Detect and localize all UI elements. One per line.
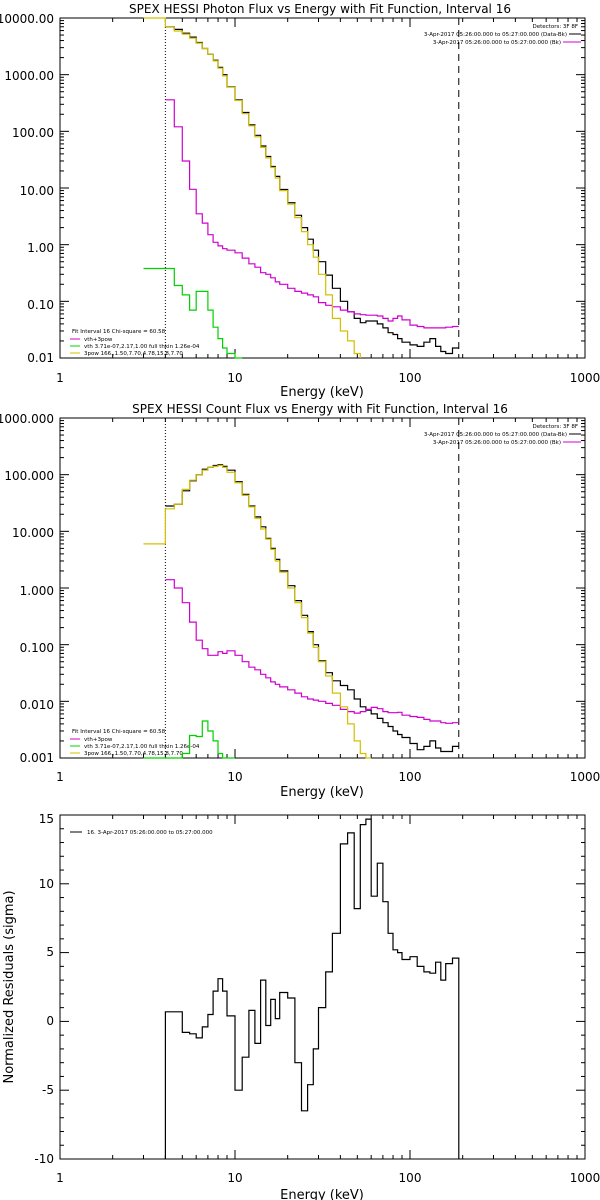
photon-flux-legend-total: vth+3pow xyxy=(84,337,113,343)
count-flux-x-tick: 1000 xyxy=(570,770,600,784)
count-flux-y-tick: 0.001 xyxy=(20,751,54,765)
count-flux-x-tick: 1 xyxy=(56,770,64,784)
count-flux-x-axis-label: Energy (keV) xyxy=(280,785,364,800)
residuals-x-tick: 1 xyxy=(56,1171,64,1185)
residuals-y-tick: 0 xyxy=(46,1014,54,1028)
residuals-y-tick: 10 xyxy=(39,877,54,891)
residuals-y-tick: -5 xyxy=(42,1083,54,1097)
photon-flux-x-tick: 1 xyxy=(56,371,64,385)
count-flux-y-tick: 0.100 xyxy=(20,641,54,655)
count-flux-legend-total: vth+3pow xyxy=(84,737,113,743)
photon-flux-header-bk: 3-Apr-2017 05:26:00.000 to 05:27:00.000 … xyxy=(433,40,561,46)
photon-flux-series-background xyxy=(165,99,459,329)
residuals-axis-ticks xyxy=(59,814,585,1160)
residuals-y-tick: -10 xyxy=(34,1152,54,1166)
panel-photon-flux: SPEX HESSI Photon Flux vs Energy with Fi… xyxy=(0,2,600,400)
count-flux-plot-frame xyxy=(59,417,586,759)
photon-flux-y-tick: 10000.00 xyxy=(0,12,54,26)
residuals-y-axis-label: Normalized Residuals (sigma) xyxy=(2,890,17,1083)
count-flux-y-tick: 1.000 xyxy=(20,584,54,598)
residuals-x-tick: 100 xyxy=(399,1171,422,1185)
count-flux-legend-fit: Fit Interval 16 Chi-square = 60.58 xyxy=(72,729,166,735)
photon-flux-header-detectors: Detectors: 3F 8F xyxy=(532,24,578,30)
residuals-series xyxy=(164,818,460,1159)
residuals-y-tick: 15 xyxy=(39,812,54,826)
count-flux-legend-vth: vth 3.71e-07,2.17,1.00 full thkin 1.26e-… xyxy=(84,744,200,750)
count-flux-x-tick: 100 xyxy=(399,770,422,784)
photon-flux-series-thermal-component xyxy=(143,267,243,359)
count-flux-header-data: 3-Apr-2017 05:26:00.000 to 05:27:00.000 … xyxy=(424,432,567,438)
photon-flux-x-tick: 100 xyxy=(399,371,422,385)
photon-flux-y-tick: 100.00 xyxy=(12,126,54,140)
residuals-y-tick: 5 xyxy=(46,945,54,959)
count-flux-title: SPEX HESSI Count Flux vs Energy with Fit… xyxy=(132,402,508,416)
panel-count-flux: SPEX HESSI Count Flux vs Energy with Fit… xyxy=(0,402,600,800)
photon-flux-series-data-minus-bk xyxy=(165,26,459,355)
residuals-series-residuals xyxy=(164,818,460,1159)
photon-flux-y-tick: 0.01 xyxy=(27,351,54,365)
count-flux-series xyxy=(143,418,460,759)
photon-flux-legend-fit: Fit Interval 16 Chi-square = 60.58 xyxy=(72,329,166,335)
photon-flux-axis-ticks xyxy=(59,17,585,359)
count-flux-series-data-minus-bk xyxy=(165,464,459,753)
residuals-legend-label: 16. 3-Apr-2017 05:26:00.000 to 05:27:00.… xyxy=(87,830,213,836)
residuals-x-tick: 10 xyxy=(227,1171,242,1185)
photon-flux-x-tick: 10 xyxy=(227,371,242,385)
residuals-plot-frame xyxy=(59,814,586,1160)
photon-flux-y-tick: 10.00 xyxy=(20,184,54,198)
photon-flux-y-tick: 1000.00 xyxy=(4,69,54,83)
photon-flux-series-total-fit xyxy=(143,17,361,358)
photon-flux-x-axis-label: Energy (keV) xyxy=(280,385,364,400)
count-flux-series-total-fit xyxy=(143,464,372,759)
count-flux-series-background xyxy=(165,579,459,724)
count-flux-header-bk: 3-Apr-2017 05:26:00.000 to 05:27:00.000 … xyxy=(433,440,561,446)
residuals-x-tick: 1000 xyxy=(570,1171,600,1185)
photon-flux-legend-3pow: 3pow 166.,1.50,7.70,4.78,15.8,7.70 xyxy=(84,351,183,357)
count-flux-y-tick: 1000.000 xyxy=(0,412,54,426)
photon-flux-plot-frame xyxy=(59,17,586,359)
count-flux-legend-3pow: 3pow 166.,1.50,7.70,4.78,15.8,7.70 xyxy=(84,751,183,757)
count-flux-header-detectors: Detectors: 3F 8F xyxy=(532,424,578,430)
count-flux-y-tick: 100.000 xyxy=(4,469,54,483)
photon-flux-title: SPEX HESSI Photon Flux vs Energy with Fi… xyxy=(129,2,511,16)
photon-flux-y-tick: 1.00 xyxy=(27,241,54,255)
photon-flux-header-data: 3-Apr-2017 05:26:00.000 to 05:27:00.000 … xyxy=(424,32,567,38)
count-flux-series-thermal-component xyxy=(143,720,235,759)
panel-residuals: 1 10 100 1000 -10 -5 0 5 10 15 Energy (k… xyxy=(2,812,600,1200)
count-flux-y-tick: 0.010 xyxy=(20,698,54,712)
photon-flux-legend-vth: vth 3.71e-07,2.17,1.00 full thkin 1.26e-… xyxy=(84,344,200,350)
residuals-x-axis-label: Energy (keV) xyxy=(280,1188,364,1200)
count-flux-axis-ticks xyxy=(59,417,585,759)
photon-flux-y-tick: 0.10 xyxy=(27,298,54,312)
photon-flux-x-tick: 1000 xyxy=(570,371,600,385)
photon-flux-series xyxy=(143,17,460,359)
count-flux-x-tick: 10 xyxy=(227,770,242,784)
count-flux-y-tick: 10.000 xyxy=(12,526,54,540)
